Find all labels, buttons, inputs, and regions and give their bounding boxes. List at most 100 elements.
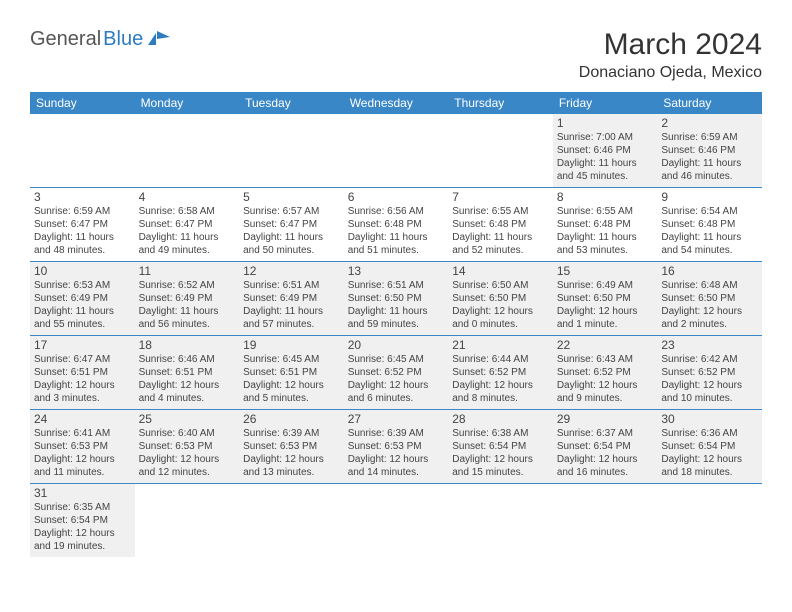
daylight2-text: and 12 minutes.: [139, 466, 236, 479]
sunset-text: Sunset: 6:52 PM: [661, 366, 758, 379]
title-block: March 2024 Donaciano Ojeda, Mexico: [579, 28, 762, 82]
sunrise-text: Sunrise: 6:50 AM: [452, 279, 549, 292]
calendar-cell: 9Sunrise: 6:54 AMSunset: 6:48 PMDaylight…: [657, 188, 762, 262]
daylight1-text: Daylight: 11 hours: [34, 305, 131, 318]
calendar-cell: 24Sunrise: 6:41 AMSunset: 6:53 PMDayligh…: [30, 410, 135, 484]
sunset-text: Sunset: 6:54 PM: [452, 440, 549, 453]
day-info: Sunrise: 6:54 AMSunset: 6:48 PMDaylight:…: [661, 205, 758, 257]
day-info: Sunrise: 6:59 AMSunset: 6:47 PMDaylight:…: [34, 205, 131, 257]
daylight2-text: and 3 minutes.: [34, 392, 131, 405]
sunset-text: Sunset: 6:51 PM: [34, 366, 131, 379]
brand-text-1: General: [30, 28, 101, 51]
sunrise-text: Sunrise: 6:38 AM: [452, 427, 549, 440]
sunrise-text: Sunrise: 6:45 AM: [348, 353, 445, 366]
daylight2-text: and 4 minutes.: [139, 392, 236, 405]
daylight2-text: and 18 minutes.: [661, 466, 758, 479]
daylight2-text: and 52 minutes.: [452, 244, 549, 257]
sunset-text: Sunset: 6:50 PM: [452, 292, 549, 305]
calendar-cell: 31Sunrise: 6:35 AMSunset: 6:54 PMDayligh…: [30, 484, 135, 558]
daylight1-text: Daylight: 11 hours: [243, 305, 340, 318]
sunset-text: Sunset: 6:49 PM: [139, 292, 236, 305]
calendar-cell: [344, 114, 449, 188]
sunrise-text: Sunrise: 6:59 AM: [661, 131, 758, 144]
day-number: 25: [139, 412, 236, 426]
daylight1-text: Daylight: 12 hours: [557, 453, 654, 466]
day-info: Sunrise: 6:57 AMSunset: 6:47 PMDaylight:…: [243, 205, 340, 257]
sunset-text: Sunset: 6:53 PM: [34, 440, 131, 453]
sunrise-text: Sunrise: 6:48 AM: [661, 279, 758, 292]
day-info: Sunrise: 6:58 AMSunset: 6:47 PMDaylight:…: [139, 205, 236, 257]
daylight1-text: Daylight: 12 hours: [661, 379, 758, 392]
sunset-text: Sunset: 6:46 PM: [557, 144, 654, 157]
day-number: 3: [34, 190, 131, 204]
calendar-row: 10Sunrise: 6:53 AMSunset: 6:49 PMDayligh…: [30, 262, 762, 336]
day-info: Sunrise: 6:56 AMSunset: 6:48 PMDaylight:…: [348, 205, 445, 257]
sunrise-text: Sunrise: 6:56 AM: [348, 205, 445, 218]
daylight1-text: Daylight: 12 hours: [348, 379, 445, 392]
sunrise-text: Sunrise: 6:55 AM: [452, 205, 549, 218]
calendar-cell: [448, 114, 553, 188]
calendar-row: 24Sunrise: 6:41 AMSunset: 6:53 PMDayligh…: [30, 410, 762, 484]
sunrise-text: Sunrise: 6:49 AM: [557, 279, 654, 292]
calendar-cell: 21Sunrise: 6:44 AMSunset: 6:52 PMDayligh…: [448, 336, 553, 410]
daylight1-text: Daylight: 12 hours: [452, 305, 549, 318]
day-number: 30: [661, 412, 758, 426]
sunrise-text: Sunrise: 6:52 AM: [139, 279, 236, 292]
day-info: Sunrise: 6:51 AMSunset: 6:50 PMDaylight:…: [348, 279, 445, 331]
sunset-text: Sunset: 6:48 PM: [452, 218, 549, 231]
day-number: 5: [243, 190, 340, 204]
daylight2-text: and 9 minutes.: [557, 392, 654, 405]
day-number: 15: [557, 264, 654, 278]
day-info: Sunrise: 6:55 AMSunset: 6:48 PMDaylight:…: [452, 205, 549, 257]
daylight2-text: and 51 minutes.: [348, 244, 445, 257]
daylight1-text: Daylight: 11 hours: [139, 231, 236, 244]
day-info: Sunrise: 6:43 AMSunset: 6:52 PMDaylight:…: [557, 353, 654, 405]
daylight2-text: and 1 minute.: [557, 318, 654, 331]
sunrise-text: Sunrise: 6:47 AM: [34, 353, 131, 366]
calendar-cell: 14Sunrise: 6:50 AMSunset: 6:50 PMDayligh…: [448, 262, 553, 336]
sunset-text: Sunset: 6:49 PM: [243, 292, 340, 305]
day-info: Sunrise: 6:45 AMSunset: 6:51 PMDaylight:…: [243, 353, 340, 405]
calendar-cell: 19Sunrise: 6:45 AMSunset: 6:51 PMDayligh…: [239, 336, 344, 410]
daylight1-text: Daylight: 11 hours: [557, 157, 654, 170]
sunset-text: Sunset: 6:50 PM: [348, 292, 445, 305]
sunrise-text: Sunrise: 6:42 AM: [661, 353, 758, 366]
sunset-text: Sunset: 6:53 PM: [139, 440, 236, 453]
calendar-cell: [30, 114, 135, 188]
daylight1-text: Daylight: 12 hours: [243, 453, 340, 466]
calendar-cell: 20Sunrise: 6:45 AMSunset: 6:52 PMDayligh…: [344, 336, 449, 410]
day-number: 18: [139, 338, 236, 352]
day-number: 23: [661, 338, 758, 352]
day-number: 12: [243, 264, 340, 278]
day-info: Sunrise: 6:39 AMSunset: 6:53 PMDaylight:…: [348, 427, 445, 479]
day-number: 19: [243, 338, 340, 352]
day-info: Sunrise: 6:55 AMSunset: 6:48 PMDaylight:…: [557, 205, 654, 257]
day-number: 31: [34, 486, 131, 500]
sunrise-text: Sunrise: 6:45 AM: [243, 353, 340, 366]
daylight2-text: and 8 minutes.: [452, 392, 549, 405]
calendar-cell: 27Sunrise: 6:39 AMSunset: 6:53 PMDayligh…: [344, 410, 449, 484]
calendar-cell: 30Sunrise: 6:36 AMSunset: 6:54 PMDayligh…: [657, 410, 762, 484]
daylight2-text: and 57 minutes.: [243, 318, 340, 331]
sunset-text: Sunset: 6:47 PM: [34, 218, 131, 231]
sunrise-text: Sunrise: 6:54 AM: [661, 205, 758, 218]
sunrise-text: Sunrise: 6:44 AM: [452, 353, 549, 366]
sunset-text: Sunset: 6:48 PM: [348, 218, 445, 231]
day-info: Sunrise: 6:44 AMSunset: 6:52 PMDaylight:…: [452, 353, 549, 405]
daylight1-text: Daylight: 11 hours: [452, 231, 549, 244]
calendar-cell: 18Sunrise: 6:46 AMSunset: 6:51 PMDayligh…: [135, 336, 240, 410]
daylight2-text: and 59 minutes.: [348, 318, 445, 331]
daylight1-text: Daylight: 12 hours: [661, 305, 758, 318]
sunset-text: Sunset: 6:54 PM: [557, 440, 654, 453]
sunset-text: Sunset: 6:47 PM: [243, 218, 340, 231]
sunset-text: Sunset: 6:52 PM: [557, 366, 654, 379]
flag-icon: [148, 28, 170, 51]
day-number: 27: [348, 412, 445, 426]
sunrise-text: Sunrise: 6:41 AM: [34, 427, 131, 440]
daylight2-text: and 0 minutes.: [452, 318, 549, 331]
day-info: Sunrise: 6:45 AMSunset: 6:52 PMDaylight:…: [348, 353, 445, 405]
day-number: 17: [34, 338, 131, 352]
sunrise-text: Sunrise: 6:43 AM: [557, 353, 654, 366]
daylight2-text: and 53 minutes.: [557, 244, 654, 257]
day-number: 7: [452, 190, 549, 204]
